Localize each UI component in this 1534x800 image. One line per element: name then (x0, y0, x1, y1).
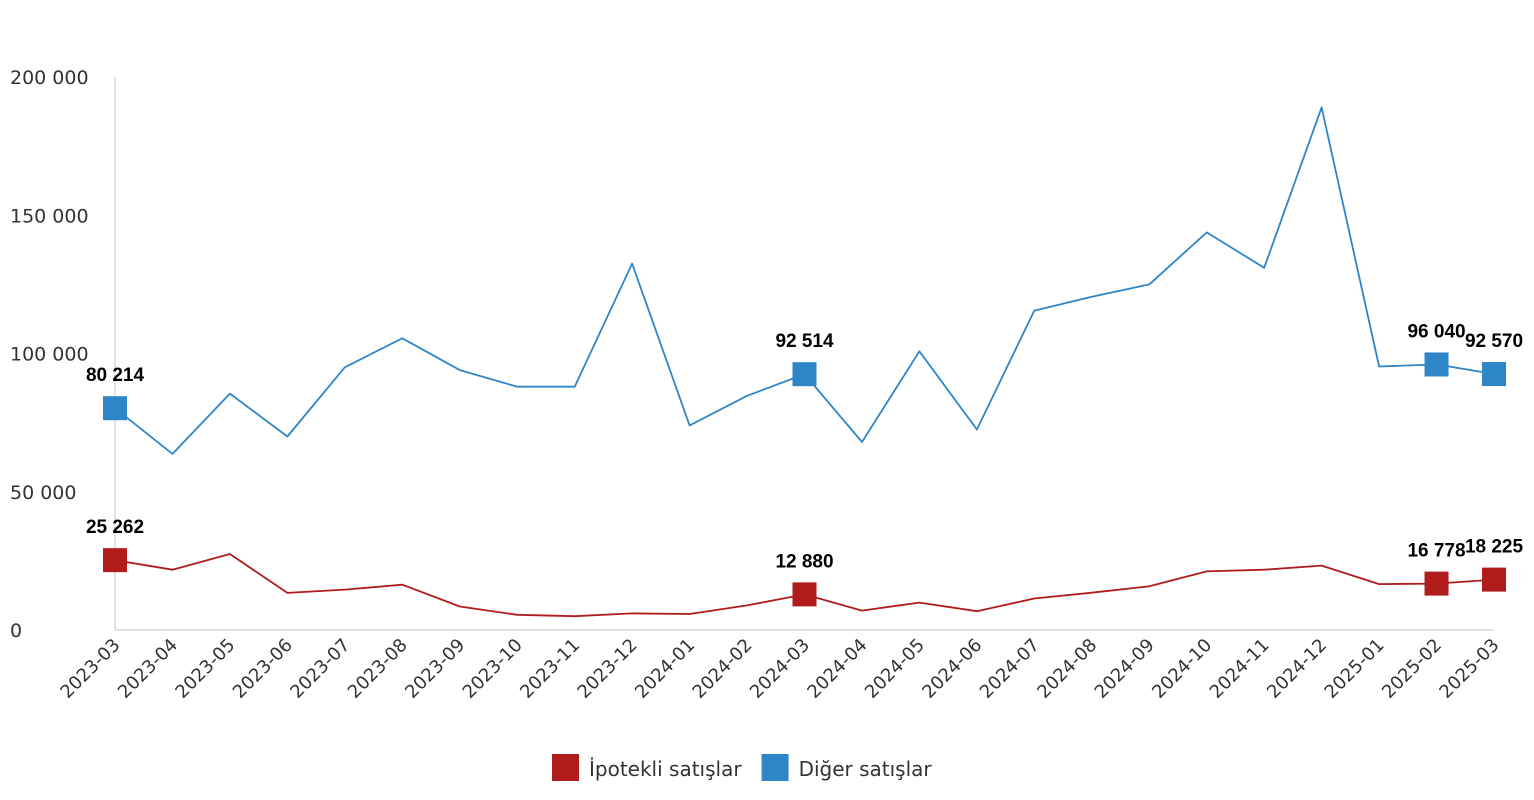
x-tick-label: 2024-05 (861, 635, 929, 703)
y-tick-label: 0 (10, 620, 22, 642)
x-axis: 2023-032023-042023-052023-062023-072023-… (56, 629, 1504, 703)
series-layer (103, 106, 1506, 618)
data-label: 92 514 (775, 331, 834, 352)
data-label: 16 778 (1407, 541, 1465, 562)
x-tick-label: 2023-08 (344, 635, 412, 703)
x-tick-label: 2024-09 (1091, 635, 1159, 703)
x-tick-label: 2023-12 (574, 635, 642, 703)
legend-label: Diğer satışlar (799, 757, 933, 781)
data-label: 12 880 (775, 551, 833, 572)
series-marker (792, 362, 817, 387)
x-tick-label: 2023-06 (229, 635, 297, 703)
x-tick-label: 2023-05 (171, 635, 239, 703)
legend-swatch (761, 754, 789, 781)
x-tick-label: 2025-03 (1435, 635, 1503, 703)
x-tick-label: 2025-02 (1378, 635, 1446, 703)
series-marker (792, 582, 817, 607)
legend-swatch (552, 754, 579, 781)
y-tick-label: 100 000 (10, 344, 89, 366)
x-tick-label: 2024-02 (689, 635, 757, 703)
series-marker (1424, 571, 1449, 596)
x-tick-label: 2024-04 (803, 635, 871, 703)
data-label: 96 040 (1407, 321, 1465, 342)
data-label: 25 262 (86, 517, 144, 538)
y-axis: 0 50 000 100 000 150 000 200 000 (10, 67, 116, 642)
data-label: 18 225 (1465, 537, 1524, 558)
data-labels: 25 262 12 880 16 778 18 225 80 214 92 514 96 0… (86, 321, 1524, 572)
series-line-2 (114, 106, 1495, 455)
x-tick-label: 2023-11 (516, 635, 584, 703)
x-tick-label: 2024-12 (1263, 635, 1331, 703)
x-tick-label: 2024-01 (631, 635, 699, 703)
series-marker (103, 548, 127, 573)
data-label: 92 570 (1465, 331, 1523, 352)
x-tick-label: 2024-07 (976, 635, 1044, 703)
x-tick-label: 2023-10 (459, 635, 527, 703)
x-tick-label: 2024-06 (918, 635, 986, 703)
y-tick-label: 150 000 (10, 205, 89, 227)
data-label: 80 214 (86, 365, 145, 386)
series-marker (1482, 567, 1506, 592)
x-tick-label: 2024-03 (746, 635, 814, 703)
x-tick-label: 2024-11 (1206, 635, 1274, 703)
x-tick-label: 2023-03 (56, 635, 124, 703)
series-marker (103, 396, 127, 421)
series-marker (1482, 362, 1506, 387)
x-tick-label: 2024-08 (1033, 635, 1101, 703)
legend: İpotekli satışlar Diğer satışlar (552, 754, 932, 781)
x-tick-label: 2023-07 (286, 635, 354, 703)
x-tick-label: 2024-10 (1148, 635, 1216, 703)
y-tick-label: 200 000 (10, 67, 89, 89)
y-tick-label: 50 000 (10, 482, 76, 504)
x-tick-label: 2023-09 (401, 635, 469, 703)
series-marker (1424, 352, 1449, 377)
legend-label: İpotekli satışlar (589, 757, 742, 781)
x-tick-label: 2025-01 (1321, 635, 1389, 703)
x-tick-label: 2023-04 (114, 635, 182, 703)
